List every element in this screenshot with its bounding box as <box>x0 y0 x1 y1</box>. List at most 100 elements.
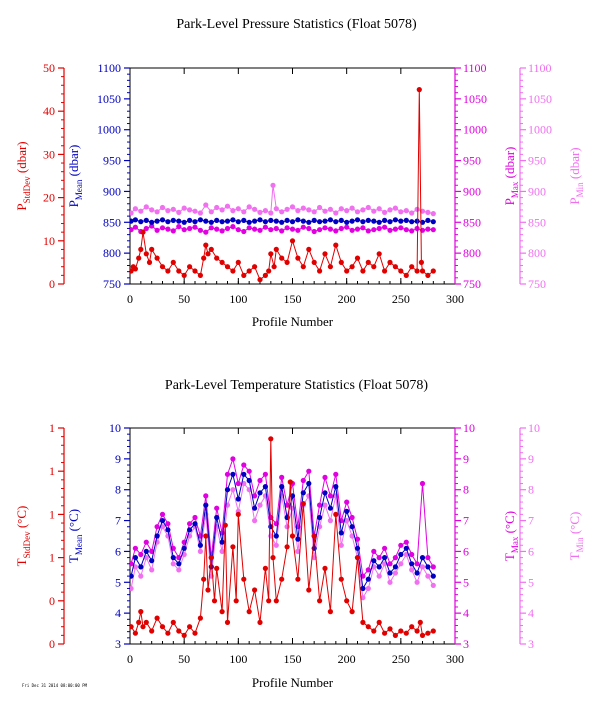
data-point-max <box>398 225 404 231</box>
data-point-max <box>268 227 274 233</box>
data-point-stddev <box>138 246 144 252</box>
data-point-stddev <box>222 522 228 528</box>
data-point-stddev <box>338 576 344 582</box>
y-axis-label-unit: (dbar) <box>502 147 517 182</box>
data-point-max <box>430 564 436 570</box>
data-point-max <box>224 471 231 477</box>
data-point-stddev <box>143 251 149 257</box>
data-point-max <box>284 225 290 231</box>
y-tick-label: 8 <box>115 483 121 497</box>
data-point-mean <box>214 514 220 521</box>
data-point-max <box>322 225 328 231</box>
data-point-max <box>360 225 366 231</box>
y-tick-label: 4 <box>115 606 121 620</box>
data-point-stddev <box>430 268 436 274</box>
data-point-mean <box>268 217 274 223</box>
data-point-stddev <box>414 628 420 634</box>
data-point-stddev <box>349 609 355 615</box>
data-point-stddev <box>417 619 423 626</box>
data-point-max <box>403 227 409 233</box>
y-axis-mean: 10 9 8 7 6 5 4 3 TMean (°C) <box>66 421 130 651</box>
data-point-min <box>430 582 436 589</box>
data-point-min <box>322 502 328 508</box>
data-point-stddev <box>344 268 350 274</box>
y-tick-label: 3 <box>115 637 121 651</box>
data-point-mean <box>138 219 144 225</box>
data-point-mean <box>387 570 393 576</box>
data-point-max <box>403 539 409 545</box>
data-point-mean <box>349 218 355 224</box>
data-point-max <box>333 471 339 477</box>
y-tick-label: 950 <box>103 154 121 168</box>
y-axis-label-main: P <box>14 203 29 210</box>
data-point-min <box>306 207 312 213</box>
y-tick-label: 50 <box>43 61 55 75</box>
data-point-max <box>235 480 241 487</box>
data-point-min <box>387 207 393 213</box>
data-point-stddev <box>270 555 276 561</box>
x-tick-label: 100 <box>229 652 247 666</box>
data-point-max <box>338 225 344 232</box>
data-point-mean <box>430 573 436 579</box>
data-point-mean <box>295 536 301 542</box>
data-point-max <box>219 228 225 234</box>
data-point-mean <box>203 502 209 508</box>
data-point-max <box>187 521 193 527</box>
data-point-stddev <box>159 264 166 270</box>
chart-title: Park-Level Pressure Statistics (Float 50… <box>176 17 417 32</box>
data-point-mean <box>300 218 306 224</box>
data-point-max <box>235 227 241 233</box>
data-point-min <box>398 209 404 215</box>
data-point-max <box>262 471 268 477</box>
data-point-stddev <box>257 619 263 626</box>
data-point-max <box>409 228 415 234</box>
data-point-max <box>376 555 382 561</box>
series-group <box>130 87 436 283</box>
data-point-mean <box>414 218 420 224</box>
data-point-stddev <box>416 87 422 93</box>
data-point-stddev <box>279 255 285 261</box>
data-point-mean <box>130 573 134 579</box>
y-tick-label: 900 <box>463 184 481 198</box>
y-tick-label: 800 <box>103 246 121 260</box>
data-point-max <box>371 227 377 233</box>
data-point-max <box>192 514 198 521</box>
data-point-stddev <box>333 511 339 517</box>
data-point-max <box>203 493 209 499</box>
data-point-mean <box>306 480 312 487</box>
data-point-max <box>230 224 236 230</box>
data-point-max <box>241 462 247 468</box>
data-point-mean <box>273 533 279 539</box>
data-point-mean <box>149 219 155 225</box>
x-axis-label: Profile Number <box>252 314 334 329</box>
data-point-min <box>360 207 366 213</box>
y-tick-label: 30 <box>43 147 55 161</box>
data-point-max <box>284 502 290 508</box>
data-point-stddev <box>143 619 149 626</box>
data-point-min <box>327 518 333 524</box>
y-axis-label-main: T <box>66 555 81 563</box>
data-point-mean <box>192 521 198 527</box>
y-axis-label-main: P <box>567 197 582 204</box>
series-line-stddev <box>130 438 434 637</box>
data-point-stddev <box>140 229 146 235</box>
data-point-stddev <box>268 251 274 257</box>
data-point-min <box>322 208 328 214</box>
y-tick-label: 900 <box>528 184 546 198</box>
data-point-max <box>246 468 252 474</box>
data-point-stddev <box>197 272 203 278</box>
data-point-min <box>284 206 290 212</box>
data-point-stddev <box>333 242 339 248</box>
y-tick-label: 8 <box>528 483 534 497</box>
data-point-max <box>252 493 258 499</box>
data-point-max <box>165 226 171 232</box>
data-point-max <box>398 542 404 548</box>
y-tick-label: 750 <box>103 277 121 291</box>
data-point-mean <box>354 217 361 223</box>
y-tick-label: 0 <box>49 277 55 291</box>
y-axis-label-sub: Mean <box>74 534 84 555</box>
data-point-stddev <box>181 632 187 639</box>
data-point-stddev <box>418 259 424 265</box>
x-tick-label: 150 <box>284 292 302 306</box>
data-point-min <box>268 210 274 216</box>
